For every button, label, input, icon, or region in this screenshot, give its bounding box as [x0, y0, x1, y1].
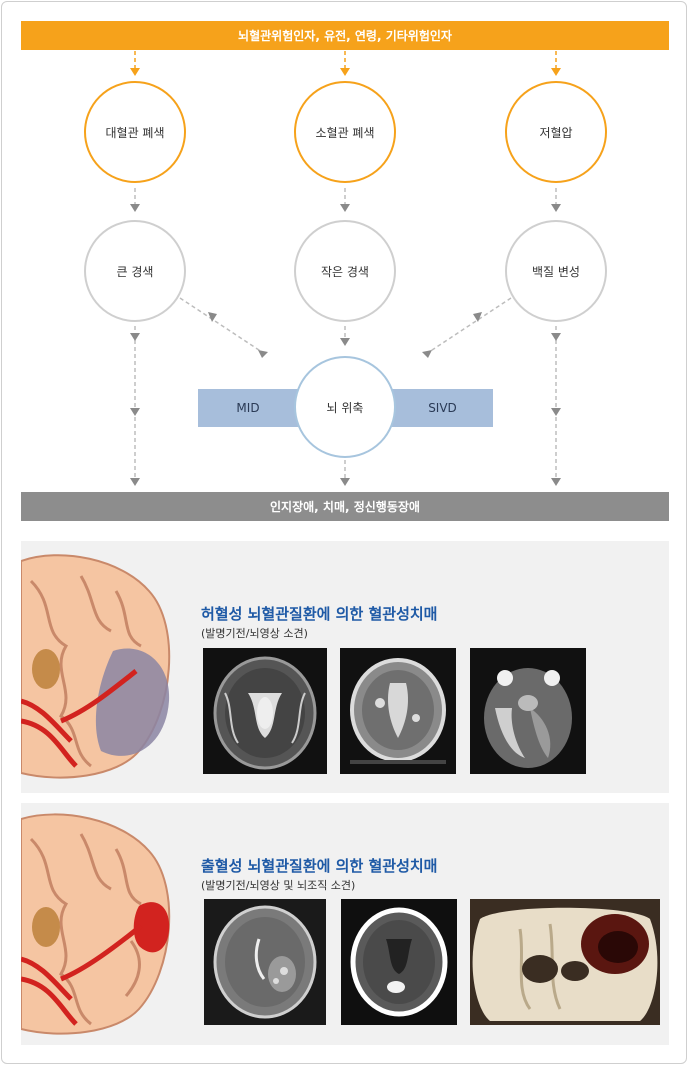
flow-connectors — [130, 51, 561, 486]
risk-factors-bar: 뇌혈관위험인자, 유전, 연령, 기타위험인자 — [21, 21, 669, 50]
brain-illustration-hemorrhagic — [21, 813, 171, 1035]
node-hypotension: 저혈압 — [505, 81, 607, 183]
node-brain-atrophy: 뇌 위축 — [294, 356, 396, 458]
ct-image-1 — [204, 899, 326, 1025]
band-sivd: SIVD — [392, 389, 493, 427]
node-large-infarct: 큰 경색 — [84, 220, 186, 322]
brain-illustration-ischemic — [21, 554, 171, 779]
brain-tissue-photo — [470, 899, 660, 1025]
ct-image-2 — [341, 899, 457, 1025]
node-small-infarct: 작은 경색 — [294, 220, 396, 322]
mri-image-1 — [203, 648, 327, 774]
panel-ischemic: 허혈성 뇌혈관질환에 의한 혈관성치매 (발명기전/뇌영상 소견) — [21, 541, 669, 793]
node-small-vessel-occlusion: 소혈관 폐색 — [294, 81, 396, 183]
orange-arrows — [134, 51, 557, 68]
outcome-bar: 인지장애, 치매, 정신행동장애 — [21, 492, 669, 521]
panel-hemorrhagic-title: 출혈성 뇌혈관질환에 의한 혈관성치매 — [201, 857, 438, 875]
panel-hemorrhagic: 출혈성 뇌혈관질환에 의한 혈관성치매 (발명기전/뇌영상 및 뇌조직 소견) — [21, 803, 669, 1045]
node-large-vessel-occlusion: 대혈관 폐색 — [84, 81, 186, 183]
mri-image-3 — [470, 648, 586, 774]
panel-hemorrhagic-subtitle: (발명기전/뇌영상 및 뇌조직 소견) — [201, 879, 356, 892]
mri-image-2 — [340, 648, 456, 774]
band-mid: MID — [198, 389, 298, 427]
panel-ischemic-title: 허혈성 뇌혈관질환에 의한 혈관성치매 — [201, 605, 438, 623]
node-white-matter-change: 백질 변성 — [505, 220, 607, 322]
gray-connectors — [134, 188, 557, 478]
panel-ischemic-subtitle: (발명기전/뇌영상 소견) — [201, 627, 308, 640]
